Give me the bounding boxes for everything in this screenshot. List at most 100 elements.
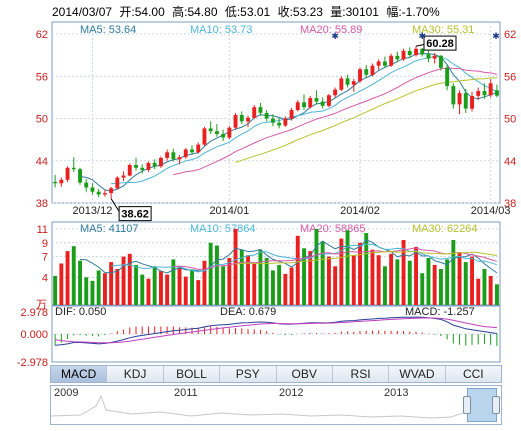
price-annotation-label: 60.28 — [426, 38, 454, 50]
quote-date: 2014/03/07 — [52, 5, 113, 19]
candle-body — [78, 169, 82, 183]
volume-bar — [277, 264, 282, 305]
volume-bar — [109, 262, 114, 305]
candle-body — [407, 50, 412, 56]
volume-bar — [127, 253, 132, 305]
candle-body — [115, 177, 120, 189]
volume-bar — [289, 267, 294, 305]
candle-body — [476, 91, 481, 96]
candle-body — [351, 81, 356, 85]
volume-bar — [345, 230, 350, 305]
candle-body — [488, 83, 493, 96]
price-ytick-right: 44 — [504, 156, 516, 168]
macd-legend-macd: MACD: -1.257 — [405, 306, 475, 318]
candle-body — [314, 98, 319, 102]
candle-body — [345, 78, 350, 85]
price-legend-ma30: MA30: 55.31 — [412, 24, 474, 36]
volume-bar — [488, 275, 493, 305]
candle-body — [65, 167, 70, 180]
volume-bar — [445, 259, 450, 305]
volume-bar — [376, 255, 381, 305]
tab-obv[interactable]: OBV — [277, 366, 333, 382]
macd-ytick: -2.978 — [17, 357, 48, 369]
price-ytick-left: 62 — [36, 29, 48, 41]
candle-body — [196, 144, 201, 153]
candle-body — [333, 89, 338, 96]
tab-kdj[interactable]: KDJ — [107, 366, 164, 382]
volume-bar — [364, 233, 369, 305]
volume-bar — [140, 274, 145, 305]
volume-bar — [227, 258, 232, 305]
price-panel — [51, 21, 501, 204]
volume-bar — [395, 259, 400, 305]
tab-boll[interactable]: BOLL — [164, 366, 221, 382]
tab-cci[interactable]: CCI — [462, 367, 484, 381]
volume-bar — [389, 253, 394, 305]
candle-body — [376, 61, 381, 66]
candle-body — [84, 182, 89, 188]
volume-bar — [470, 256, 474, 305]
volume-bar — [96, 270, 101, 305]
candle-body — [59, 179, 64, 184]
quote-high: 高:54.80 — [172, 5, 218, 19]
volume-bar — [327, 256, 331, 305]
volume-bar — [283, 273, 288, 305]
volume-bar — [202, 260, 207, 305]
candle-body — [327, 95, 331, 106]
volume-bar — [264, 258, 269, 305]
candle-body — [53, 181, 58, 184]
candle-body — [420, 48, 425, 55]
tab-macd[interactable]: MACD — [51, 366, 108, 382]
quote-open: 开:54.00 — [119, 5, 165, 19]
volume-bar — [271, 270, 275, 305]
candle-body — [439, 55, 443, 68]
volume-bar — [165, 274, 170, 305]
time-navigator[interactable]: 2009 2011 2012 2013 — [50, 385, 502, 425]
candle-body — [401, 50, 406, 60]
volume-bar — [233, 228, 238, 305]
volume-bar — [146, 278, 151, 305]
volume-bar — [476, 278, 481, 305]
ma20-line — [173, 67, 498, 176]
volume-bar — [159, 271, 163, 305]
ma30-line — [235, 77, 497, 163]
volume-bar — [103, 273, 107, 305]
price-ytick-left: 44 — [36, 156, 48, 168]
tab-psy[interactable]: PSY — [220, 366, 277, 382]
volume-bar — [71, 246, 76, 305]
candle-body — [183, 149, 188, 158]
tab-wvad[interactable]: WVAD — [389, 366, 446, 382]
candle-body — [370, 65, 375, 75]
quote-low: 低:53.01 — [224, 5, 271, 19]
volume-bar — [451, 240, 456, 305]
volume-bar — [258, 249, 263, 305]
tab-rsi[interactable]: RSI — [333, 366, 390, 382]
nav-right-handle[interactable] — [492, 396, 500, 414]
candle-body — [470, 96, 474, 109]
nav-left-handle[interactable] — [463, 396, 471, 414]
nav-overview-line — [51, 394, 501, 419]
candle-body — [121, 175, 126, 178]
volume-ytick: 4 — [42, 272, 48, 284]
candle-body — [96, 191, 101, 195]
volume-bar — [78, 260, 82, 305]
price-legend-ma20: MA20: 55.89 — [300, 24, 362, 36]
volume-bar — [53, 275, 58, 305]
volume-bar — [463, 262, 468, 305]
indicator-tabs: MACD KDJ BOLL PSY OBV RSI WVAD CCI — [50, 365, 502, 383]
nav-year-2012: 2012 — [279, 387, 304, 399]
volume-bar — [339, 238, 344, 305]
price-ytick-right: 56 — [504, 71, 516, 83]
candle-body — [252, 107, 257, 118]
price-xtick: 2014/03 — [471, 205, 511, 217]
candle-body — [90, 187, 95, 192]
volume-bar — [457, 252, 462, 305]
quote-change: 幅:-1.70% — [386, 5, 440, 19]
volume-bar — [171, 259, 176, 305]
volume-bar — [414, 246, 418, 305]
nav-year-2013: 2013 — [384, 387, 409, 399]
volume-ytick: 11 — [37, 224, 48, 236]
macd-ytick: 2.978 — [20, 307, 48, 319]
volume-ytick: 9 — [42, 238, 48, 250]
